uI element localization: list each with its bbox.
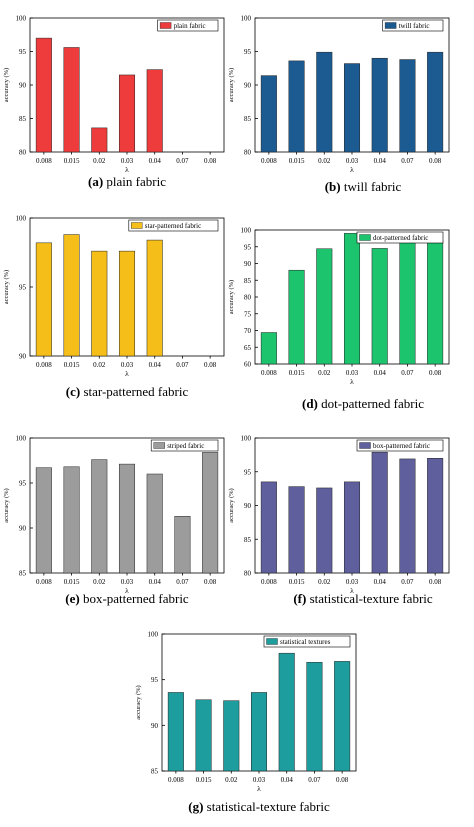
x-tick-label: 0.03 (253, 776, 266, 784)
bar-0.02 (223, 700, 240, 772)
y-axis-label: accuracy (%) (135, 685, 142, 719)
panel-caption: (b) twill fabric (0, 179, 474, 195)
x-tick-label: 0.07 (308, 776, 321, 784)
bar-0.03 (250, 692, 268, 772)
x-tick-label: 0.02 (225, 776, 238, 784)
legend-label: statistical textures (280, 638, 331, 646)
y-tick-label: 100 (148, 631, 159, 639)
panel-caption: (d) dot-patterned fabric (0, 396, 474, 412)
caption-text: statistical-texture fabric (203, 799, 330, 814)
legend: statistical textures (263, 635, 351, 648)
legend-frame (263, 635, 351, 648)
plot-frame (161, 633, 357, 772)
panel-caption: (g) statistical-texture fabric (0, 799, 474, 815)
bar-0.015 (195, 699, 212, 772)
x-tick-label: 0.008 (168, 776, 184, 784)
caption-letter: (f) (293, 591, 307, 606)
legend-swatch (266, 638, 278, 645)
caption-letter: (d) (301, 396, 318, 411)
caption-text: dot-patterned fabric (317, 396, 424, 411)
x-tick-label: 0.04 (281, 776, 294, 784)
bar-0.04 (278, 652, 295, 772)
caption-letter: (g) (188, 799, 204, 814)
bar-0.08 (334, 661, 351, 772)
y-tick-label: 95 (151, 676, 159, 684)
caption-text: box-patterned fabric (79, 591, 189, 606)
caption-letter: (c) (65, 384, 81, 399)
x-tick-label: 0.08 (336, 776, 349, 784)
caption-text: twill fabric (340, 179, 402, 194)
y-tick-label: 85 (151, 768, 159, 776)
caption-text: star-patterned fabric (80, 384, 189, 399)
y-tick-label: 90 (151, 722, 159, 730)
caption-letter: (a) (88, 174, 104, 189)
panel-caption: (a) plain fabric (0, 174, 254, 190)
panel-caption: (e) box-patterned fabric (0, 591, 254, 607)
bar-0.07 (306, 662, 323, 772)
caption-letter: (b) (324, 179, 341, 194)
caption-text: statistical-texture fabric (306, 591, 433, 606)
caption-text: plain fabric (103, 174, 166, 189)
x-tick-label: 0.015 (196, 776, 212, 784)
x-axis-label: λ (257, 784, 261, 793)
bar-0.008 (167, 692, 184, 772)
caption-letter: (e) (65, 591, 80, 606)
panel-caption: (f) statistical-texture fabric (0, 591, 474, 607)
panel-caption: (c) star-patterned fabric (0, 384, 254, 400)
